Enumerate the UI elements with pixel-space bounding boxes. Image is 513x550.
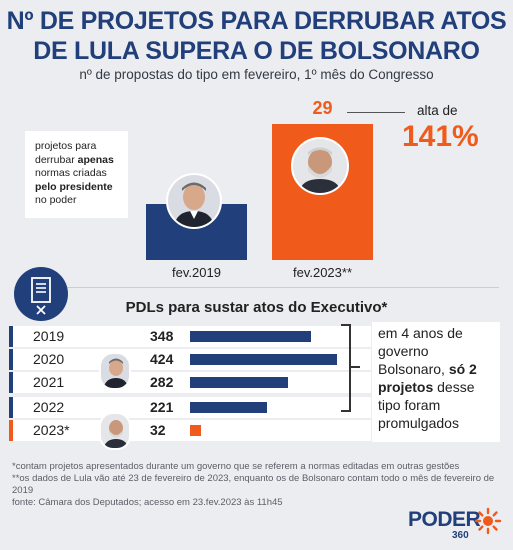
note-text-5: no poder [35,194,77,206]
brand-logo-text: PODER [408,508,481,531]
row-year: 2020 [33,351,65,367]
fact-text-2: só 2 projetos [378,361,477,395]
top-bar-category: fev.2019 [172,265,221,280]
note-text-4: pelo presidente [35,180,113,193]
footnote-2: **os dados de Lula vão até 23 de feverei… [12,473,495,496]
document-x-icon [14,267,68,321]
row-year: 2021 [33,374,65,390]
section-divider [14,287,499,288]
table-row: 2022 221 [9,397,371,418]
row-year: 2019 [33,328,65,344]
title-line-1: Nº DE PROJETOS PARA DERRUBAR ATOS [6,7,507,35]
brand-logo-sub: 360 [452,530,469,541]
bolsonaro-small-avatar [99,352,131,390]
subtitle: nº de propostas do tipo em fevereiro, 1º… [79,67,434,82]
row-bar [190,354,337,365]
table-row: 2020 424 [9,349,371,370]
row-value: 32 [150,422,166,438]
bolsonaro-face-icon [168,175,220,227]
row-bar [190,402,267,413]
row-value: 221 [150,399,174,415]
top-bar-value: 29 [312,98,333,118]
page-title: Nº DE PROJETOS PARA DERRUBAR ATOS DE LUL… [0,6,513,66]
table-title: PDLs para sustar atos do Executivo* [125,299,388,316]
fact-text-1: em 4 anos de governo Bolsonaro, [378,325,463,377]
fact-text-3: desse tipo foram promulgados [378,379,475,431]
footnote-1: *contam projetos apresentados durante um… [12,461,460,472]
growth-connector-line [347,112,405,113]
lula-small-avatar [99,412,131,450]
lula-avatar [291,137,349,195]
table-row: 2021 282 [9,372,371,393]
title-line-2: DE LULA SUPERA O DE BOLSONARO [33,37,480,65]
note-box: projetos para derrubar apenas normas cri… [25,131,128,218]
row-year: 2022 [33,399,65,415]
sun-logo-icon [474,507,502,540]
row-bar [190,331,311,342]
row-value: 424 [150,351,174,367]
note-text-1: projetos para derrubar [35,140,97,166]
lula-small-face-icon [101,414,129,448]
note-text-3: normas criadas [35,167,107,179]
fact-box: em 4 anos de governo Bolsonaro, só 2 pro… [372,322,500,442]
row-bar [190,425,202,436]
table-row: 2023* 32 [9,420,371,441]
row-year: 2023* [33,422,70,438]
row-bar [190,377,288,388]
table-row: 2019 348 [9,326,371,347]
note-text-2: apenas [77,153,114,166]
bracket-tick [351,366,360,368]
bolsonaro-small-face-icon [101,354,129,388]
growth-value: 141% [402,120,479,153]
lula-face-icon [293,139,347,193]
bolsonaro-avatar [166,173,222,229]
top-bar-category: fev.2023** [292,265,353,280]
growth-label: alta de [417,103,458,118]
governo-bolsonaro-bracket [341,324,351,412]
footnote-3: fonte: Câmara dos Deputados; acesso em 2… [12,497,283,508]
row-value: 282 [150,374,174,390]
row-value: 348 [150,328,174,344]
